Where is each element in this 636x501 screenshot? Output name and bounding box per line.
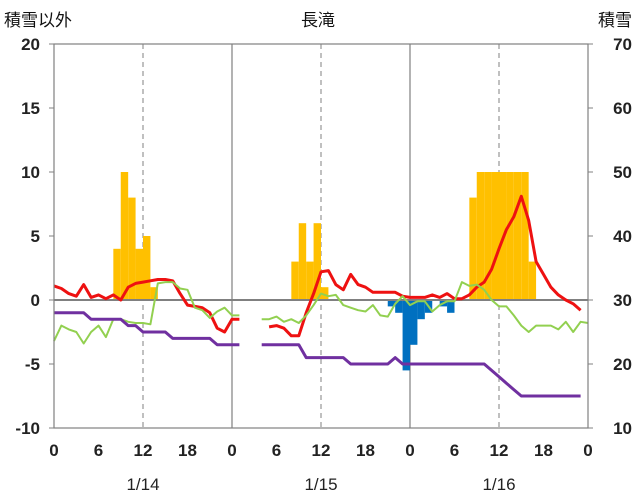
series-line-1 [53, 281, 589, 345]
snowfall-bar [476, 172, 485, 300]
snow-decrease-bar [387, 300, 396, 307]
date-label: 1/15 [304, 475, 337, 494]
snowfall-bar [484, 172, 492, 300]
series-line-2 [54, 311, 581, 398]
x-tick-label: 0 [583, 441, 592, 460]
left-tick-label: 20 [21, 35, 40, 54]
snowfall-bar [513, 172, 522, 300]
right-tick-label: 20 [613, 355, 632, 374]
date-label: 1/14 [126, 475, 159, 494]
snowfall-bar [469, 197, 477, 300]
snowfall-bar [150, 287, 158, 300]
x-tick-label: 6 [450, 441, 459, 460]
snowfall-bar [506, 172, 514, 300]
right-tick-label: 10 [613, 419, 632, 438]
snowfall-bar [143, 236, 151, 300]
snowfall-bar [113, 248, 121, 300]
snow-decrease-bar [410, 300, 418, 345]
x-tick-label: 0 [49, 441, 58, 460]
snowfall-bar [298, 223, 307, 300]
snow-decrease-bar [402, 300, 410, 371]
x-tick-label: 6 [272, 441, 281, 460]
snow-decrease-bar [447, 300, 455, 313]
series-line-0 [53, 194, 582, 338]
left-tick-label: 5 [31, 227, 40, 246]
snowfall-bar [120, 172, 129, 300]
snowfall-bar [491, 172, 499, 300]
right-tick-label: 70 [613, 35, 632, 54]
x-tick-label: 12 [312, 441, 331, 460]
snowfall-bar [321, 287, 329, 300]
x-tick-label: 18 [356, 441, 375, 460]
snow-decrease-bar [417, 300, 425, 320]
snowfall-bar [313, 223, 321, 300]
left-tick-label: 10 [21, 163, 40, 182]
right-tick-label: 50 [613, 163, 632, 182]
snowfall-bar [306, 261, 314, 300]
left-tick-label: -10 [15, 419, 40, 438]
x-tick-label: 12 [134, 441, 153, 460]
x-tick-label: 12 [490, 441, 509, 460]
snowfall-bar [528, 261, 537, 300]
x-tick-label: 0 [405, 441, 414, 460]
x-tick-label: 0 [227, 441, 236, 460]
snowfall-bar [128, 197, 136, 300]
x-tick-label: 6 [94, 441, 103, 460]
right-tick-label: 40 [613, 227, 632, 246]
x-tick-label: 18 [534, 441, 553, 460]
snowfall-bar [135, 248, 143, 300]
snowfall-bar [291, 261, 299, 300]
right-tick-label: 60 [613, 99, 632, 118]
chart-title: 長滝 [301, 11, 335, 30]
x-tick-label: 18 [178, 441, 197, 460]
left-tick-label: -5 [25, 355, 40, 374]
date-label: 1/16 [482, 475, 515, 494]
snow-decrease-bar [395, 300, 403, 313]
snowfall-bar [521, 172, 529, 300]
right-tick-label: 30 [613, 291, 632, 310]
left-tick-label: 0 [31, 291, 40, 310]
left-tick-label: 15 [21, 99, 40, 118]
right-axis-label: 積雪 [598, 11, 632, 30]
left-axis-label: 積雪以外 [4, 11, 72, 30]
